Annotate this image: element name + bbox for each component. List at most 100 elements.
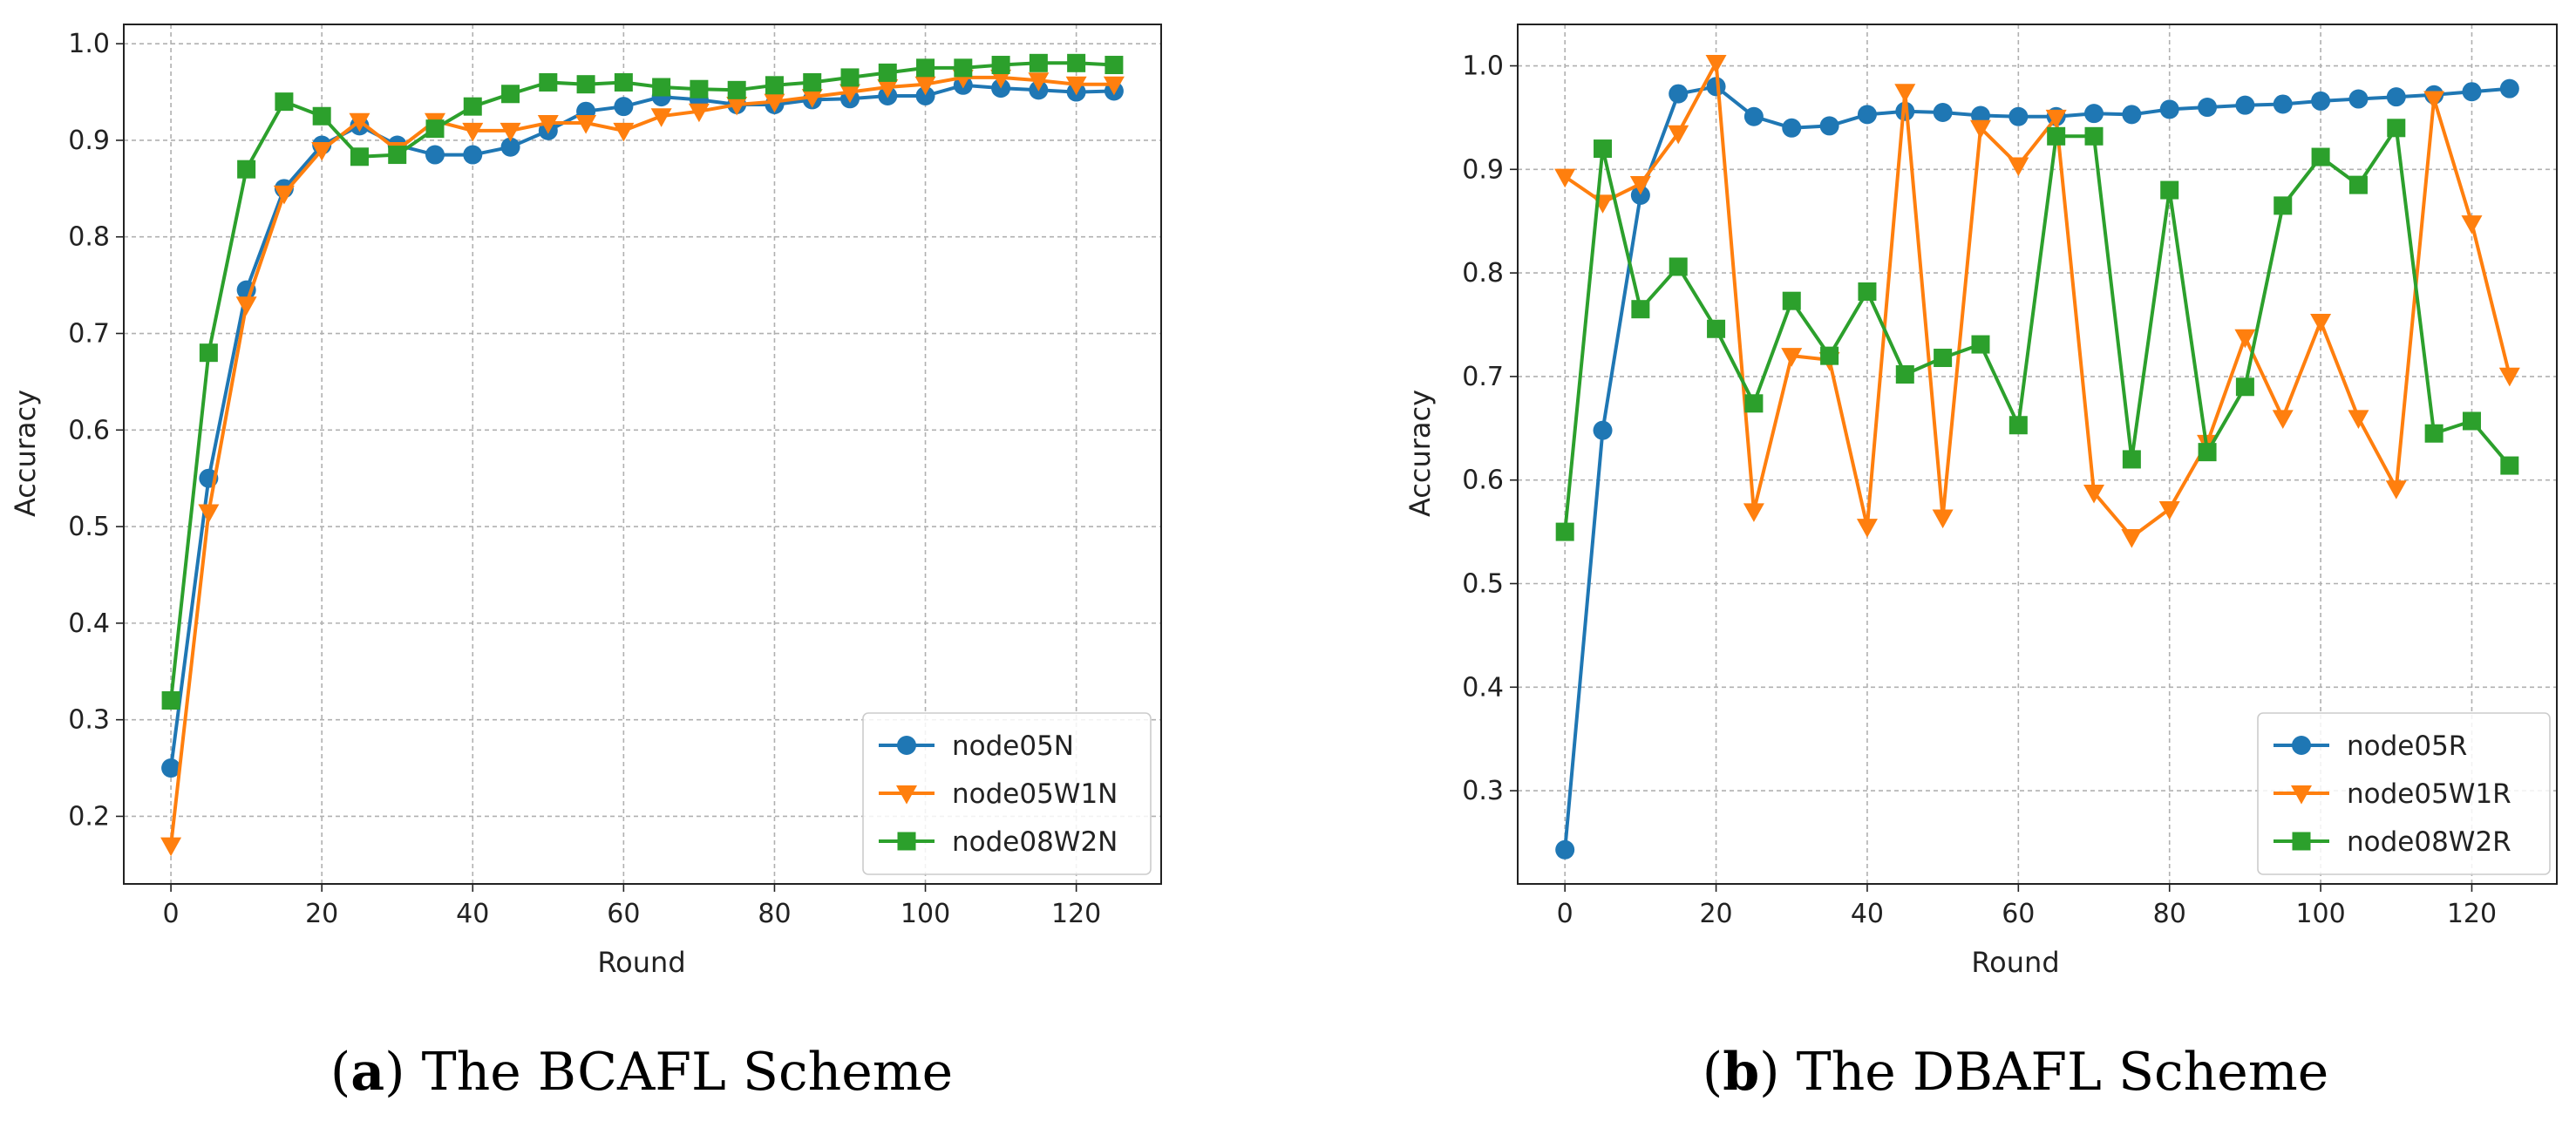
- series-node05W1R: [1554, 54, 2520, 548]
- data-point: [1554, 168, 1576, 188]
- x-tick-label: 100: [2295, 899, 2345, 929]
- data-point: [2423, 91, 2445, 111]
- data-point: [2084, 104, 2104, 124]
- data-point: [2424, 424, 2443, 443]
- plot-frame: [1517, 24, 2558, 885]
- x-tick-label: 20: [1699, 899, 1732, 929]
- data-point: [1934, 349, 1953, 368]
- data-point: [1743, 503, 1764, 522]
- data-point: [1065, 76, 1087, 96]
- data-point: [991, 56, 1010, 75]
- x-tick-label: 40: [1851, 899, 1884, 929]
- data-point: [2462, 411, 2481, 431]
- data-point: [500, 122, 521, 142]
- data-point: [803, 72, 822, 92]
- x-tick-label: 20: [305, 899, 338, 929]
- y-tick-label: 0.4: [68, 608, 110, 639]
- data-point: [160, 837, 182, 857]
- data-point: [1895, 365, 1914, 384]
- data-point: [1969, 119, 1991, 139]
- data-point: [1706, 77, 1726, 97]
- data-point: [840, 68, 860, 87]
- data-point: [273, 185, 295, 205]
- y-tick-label: 0.7: [68, 319, 110, 350]
- data-point: [275, 92, 294, 112]
- data-point: [2498, 367, 2520, 387]
- data-point: [2235, 377, 2254, 397]
- legend-label: node05W1R: [2347, 778, 2511, 810]
- legend-item: node08W2R: [2274, 826, 2511, 858]
- legend-item: node05N: [879, 730, 1074, 762]
- legend-label: node05N: [952, 730, 1074, 762]
- data-point: [1594, 139, 1613, 159]
- legend-item: node05W1R: [2274, 778, 2511, 810]
- data-point: [2348, 175, 2368, 194]
- y-axis-label: Accuracy: [1404, 390, 1437, 517]
- y-tick-label: 0.5: [1462, 568, 1504, 599]
- y-tick-label: 1.0: [68, 29, 110, 59]
- data-point: [1782, 291, 1801, 310]
- data-point: [2159, 99, 2179, 119]
- panel-letter: b: [1723, 1042, 1759, 1103]
- data-point: [614, 72, 633, 92]
- chart-panel-a: 0 20 40 60 80 100 120 0.2 0.3 0.4 0.5 0.6 0.7 0.8 0.9 1…: [9, 24, 1162, 1103]
- legend-box: [862, 712, 1152, 875]
- data-point: [990, 69, 1012, 89]
- data-point: [1067, 53, 1086, 72]
- data-point: [688, 103, 710, 123]
- data-point: [2008, 416, 2028, 435]
- data-point: [954, 58, 973, 78]
- data-point: [765, 76, 784, 95]
- data-point: [350, 147, 369, 166]
- x-tick-label: 40: [456, 899, 489, 929]
- data-point: [1971, 335, 1990, 354]
- legend-marker: [896, 785, 917, 805]
- data-point: [2387, 119, 2406, 138]
- data-point: [2273, 94, 2293, 114]
- data-point: [463, 145, 483, 165]
- x-tick-label: 80: [758, 899, 791, 929]
- data-point: [878, 63, 897, 82]
- y-tick-label: 0.6: [1462, 465, 1504, 496]
- data-point: [2008, 157, 2029, 177]
- data-point: [539, 72, 558, 92]
- data-point: [1668, 125, 1689, 145]
- data-point: [2461, 215, 2483, 234]
- x-axis-label: Round: [597, 946, 685, 979]
- data-point: [1858, 282, 1877, 301]
- panel-caption-text: The BCAFL Scheme: [422, 1042, 954, 1103]
- data-point: [2272, 410, 2294, 430]
- data-point: [1781, 348, 1803, 367]
- legend-marker: [2291, 785, 2312, 805]
- legend-marker: [897, 736, 916, 755]
- data-point: [1630, 186, 1650, 206]
- y-tick-label: 0.8: [1462, 258, 1504, 289]
- legend-label: node05R: [2347, 730, 2467, 762]
- data-point: [2198, 443, 2217, 462]
- data-point: [1782, 118, 1802, 138]
- data-point: [349, 112, 370, 133]
- data-point: [1707, 319, 1726, 338]
- y-axis-label: Accuracy: [9, 390, 42, 517]
- legend-marker: [2292, 736, 2311, 755]
- data-point: [727, 80, 746, 99]
- data-point: [1856, 519, 1878, 538]
- y-tick-label: 0.9: [1462, 154, 1504, 185]
- data-point: [161, 758, 181, 778]
- data-point: [1857, 105, 1877, 125]
- series-node08W2N: [161, 53, 1124, 710]
- data-point: [764, 93, 785, 113]
- y-tick-label: 0.3: [68, 705, 110, 736]
- data-point: [2234, 329, 2256, 349]
- legend-box: [2257, 712, 2551, 875]
- data-point: [537, 115, 559, 134]
- data-point: [1894, 84, 1916, 103]
- data-point: [311, 142, 333, 161]
- y-tick-label: 0.5: [68, 512, 110, 542]
- data-point: [1820, 346, 1839, 365]
- data-point: [2122, 105, 2142, 125]
- data-point: [1932, 509, 1954, 529]
- y-tick-label: 0.9: [68, 126, 110, 156]
- legend-label: node08W2R: [2347, 826, 2511, 858]
- data-point: [1555, 839, 1575, 860]
